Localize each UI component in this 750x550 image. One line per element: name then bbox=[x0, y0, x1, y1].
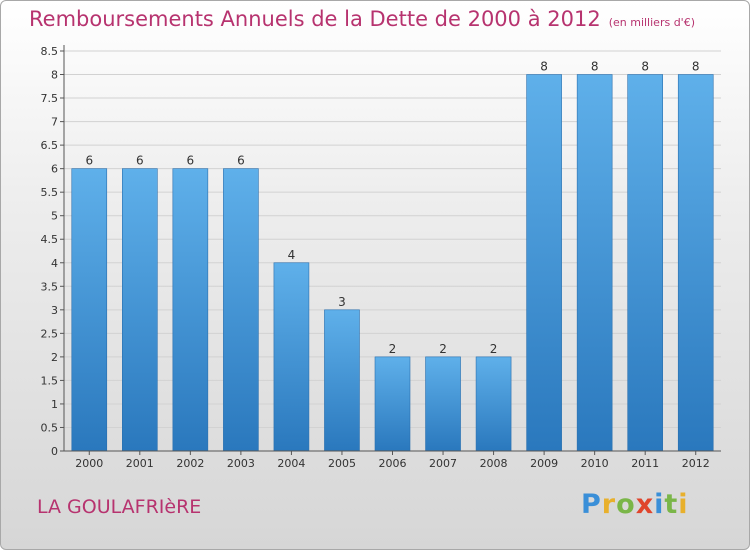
y-tick-label-8: 4 bbox=[51, 257, 58, 270]
y-tick-label-17: 8.5 bbox=[41, 45, 59, 58]
bar-2003 bbox=[223, 168, 259, 452]
x-tick-label-2012: 2012 bbox=[682, 457, 710, 470]
x-tick-label-2005: 2005 bbox=[328, 457, 356, 470]
data-label-2010: 8 bbox=[591, 60, 599, 74]
x-tick-label-2004: 2004 bbox=[277, 457, 305, 470]
y-tick-label-1: 0.5 bbox=[41, 421, 59, 434]
x-tick-label-2003: 2003 bbox=[227, 457, 255, 470]
brand-letter: r bbox=[601, 489, 617, 520]
brand-letter: o bbox=[616, 489, 636, 520]
unit-label: (en milliers d'€) bbox=[608, 16, 695, 29]
data-label-2004: 4 bbox=[288, 248, 296, 262]
data-label-2012: 8 bbox=[692, 60, 700, 74]
data-label-2000: 6 bbox=[85, 154, 93, 168]
data-label-2002: 6 bbox=[187, 154, 195, 168]
data-label-2007: 2 bbox=[439, 342, 447, 356]
data-label-2001: 6 bbox=[136, 154, 144, 168]
brand-letter: P bbox=[581, 489, 602, 520]
y-tick-label-5: 2.5 bbox=[41, 327, 59, 340]
y-tick-label-15: 7.5 bbox=[41, 92, 59, 105]
data-label-2006: 2 bbox=[389, 342, 397, 356]
bar-2010 bbox=[576, 74, 613, 452]
y-tick-label-16: 8 bbox=[51, 69, 58, 82]
y-tick-label-12: 6 bbox=[51, 163, 58, 176]
y-tick-label-3: 1.5 bbox=[41, 374, 59, 387]
x-tick-label-2007: 2007 bbox=[429, 457, 457, 470]
y-tick-label-4: 2 bbox=[51, 351, 58, 364]
x-tick-label-2006: 2006 bbox=[379, 457, 407, 470]
y-tick-label-7: 3.5 bbox=[41, 280, 59, 293]
data-label-2009: 8 bbox=[540, 60, 548, 74]
x-tick-label-2011: 2011 bbox=[631, 457, 659, 470]
x-tick-label-2000: 2000 bbox=[75, 457, 103, 470]
y-tick-label-6: 3 bbox=[51, 304, 58, 317]
bar-2009 bbox=[526, 74, 562, 452]
bar-2000 bbox=[71, 168, 108, 452]
bar-2002 bbox=[172, 168, 209, 452]
bar-2004 bbox=[273, 262, 310, 452]
brand-logo: Proxiti bbox=[581, 489, 689, 520]
bar-2007 bbox=[425, 356, 461, 452]
x-tick-label-2010: 2010 bbox=[581, 457, 609, 470]
x-tick-label-2008: 2008 bbox=[480, 457, 508, 470]
bar-2006 bbox=[374, 356, 411, 452]
data-label-2005: 3 bbox=[338, 295, 346, 309]
x-tick-label-2009: 2009 bbox=[530, 457, 558, 470]
place-name: LA GOULAFRIèRE bbox=[37, 496, 202, 518]
bar-2011 bbox=[627, 74, 663, 452]
data-label-2003: 6 bbox=[237, 154, 245, 168]
x-tick-label-2002: 2002 bbox=[176, 457, 204, 470]
y-tick-label-10: 5 bbox=[51, 210, 58, 223]
brand-letter: i bbox=[678, 489, 689, 520]
bar-2005 bbox=[324, 309, 360, 452]
data-label-2011: 8 bbox=[641, 60, 649, 74]
bar-2001 bbox=[122, 168, 158, 452]
y-tick-label-11: 5.5 bbox=[41, 186, 59, 199]
title-text: Remboursements Annuels de la Dette de 20… bbox=[29, 7, 601, 31]
y-tick-label-13: 6.5 bbox=[41, 139, 59, 152]
chart-title: Remboursements Annuels de la Dette de 20… bbox=[29, 7, 695, 31]
brand-letter: t bbox=[664, 489, 679, 520]
bar-2012 bbox=[677, 74, 714, 452]
y-tick-label-14: 7 bbox=[51, 116, 58, 129]
data-label-2008: 2 bbox=[490, 342, 498, 356]
x-tick-label-2001: 2001 bbox=[126, 457, 154, 470]
brand-letter: i bbox=[654, 489, 665, 520]
y-tick-label-0: 0 bbox=[51, 445, 58, 458]
y-tick-label-2: 1 bbox=[51, 398, 58, 411]
bar-2008 bbox=[475, 356, 512, 452]
brand-letter: x bbox=[635, 489, 655, 520]
y-tick-label-9: 4.5 bbox=[41, 233, 59, 246]
